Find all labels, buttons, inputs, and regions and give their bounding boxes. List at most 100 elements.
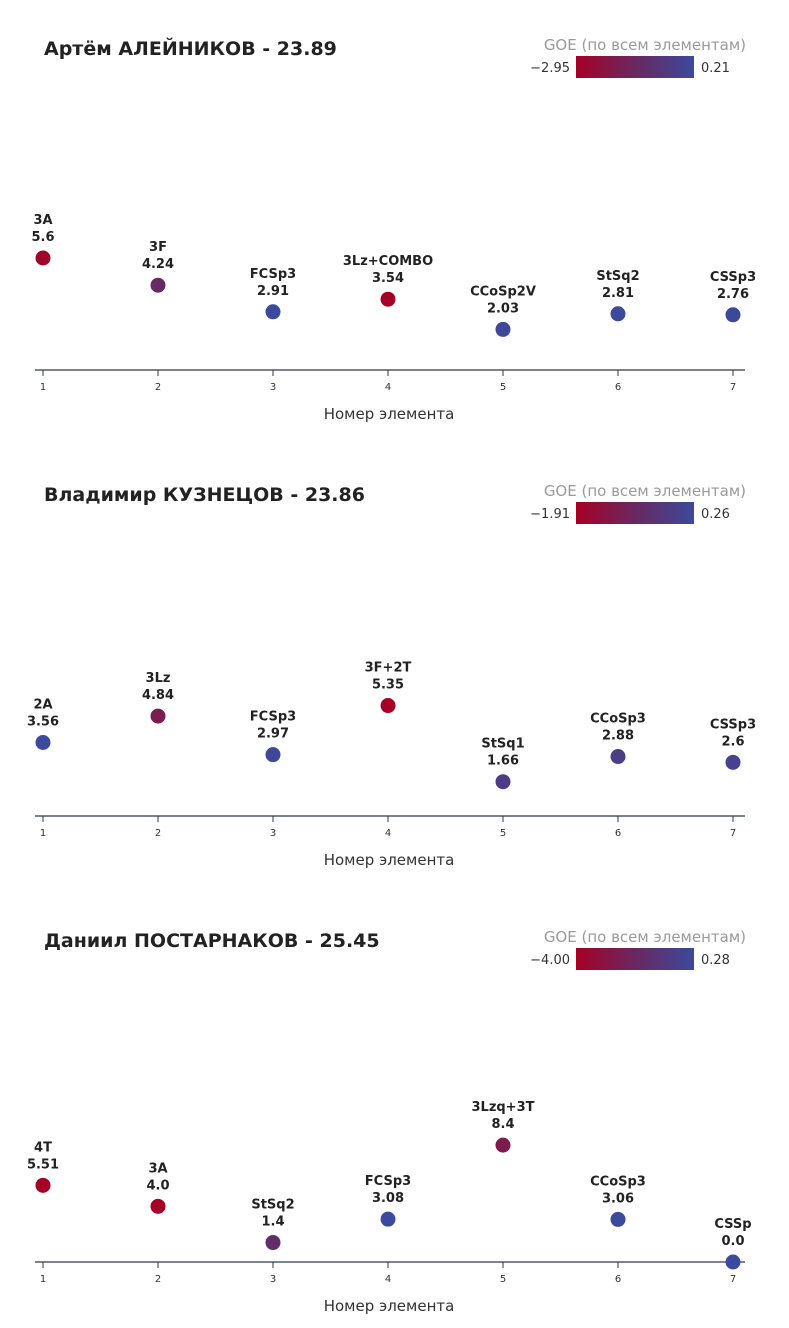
point-value-label: 2.6 xyxy=(721,734,744,749)
legend-min-label: −2.95 xyxy=(530,61,570,76)
data-point-4 xyxy=(380,698,396,714)
point-value-label: 4.0 xyxy=(146,1178,169,1193)
data-point-7 xyxy=(725,754,741,770)
x-tick-label: 2 xyxy=(155,828,161,839)
data-point-7 xyxy=(725,307,741,323)
point-value-label: 8.4 xyxy=(491,1117,514,1132)
x-tick-label: 1 xyxy=(40,1274,46,1285)
point-element-label: 3Lz xyxy=(146,671,171,686)
point-value-label: 4.24 xyxy=(142,257,174,272)
data-point-2 xyxy=(150,277,166,293)
data-point-5 xyxy=(495,774,511,790)
data-point-6 xyxy=(610,1211,626,1227)
point-value-label: 3.08 xyxy=(372,1191,404,1206)
point-element-label: StSq2 xyxy=(596,269,639,284)
legend-color-bar xyxy=(576,948,694,970)
x-tick-label: 5 xyxy=(500,1274,506,1285)
x-tick-label: 6 xyxy=(615,1274,621,1285)
data-point-3 xyxy=(265,1235,281,1251)
x-tick-label: 7 xyxy=(730,828,736,839)
x-tick-label: 7 xyxy=(730,382,736,393)
point-value-label: 3.54 xyxy=(372,271,404,286)
data-point-1 xyxy=(35,1177,51,1193)
point-element-label: 4T xyxy=(34,1140,52,1155)
x-tick-label: 5 xyxy=(500,382,506,393)
point-element-label: StSq2 xyxy=(251,1198,294,1213)
data-point-4 xyxy=(380,1211,396,1227)
point-element-label: 3Lzq+3T xyxy=(471,1100,534,1115)
chart-panel-3: Даниил ПОСТАРНАКОВ - 25.45 GOE (по всем э… xyxy=(27,928,752,1315)
x-tick-label: 6 xyxy=(615,828,621,839)
chart-panel-1: Артём АЛЕЙНИКОВ - 23.89 GOE (по всем элем… xyxy=(31,36,756,423)
x-tick-label: 4 xyxy=(385,1274,391,1285)
point-value-label: 4.84 xyxy=(142,688,174,703)
data-point-7 xyxy=(725,1254,741,1270)
x-tick-label: 1 xyxy=(40,828,46,839)
point-element-label: CSSp xyxy=(714,1217,751,1232)
point-element-label: 3A xyxy=(148,1161,167,1176)
point-element-label: CCoSp3 xyxy=(590,712,646,727)
point-element-label: FCSp3 xyxy=(250,267,296,282)
x-tick-label: 3 xyxy=(270,1274,276,1285)
legend-max-label: 0.28 xyxy=(701,953,730,968)
data-point-2 xyxy=(150,708,166,724)
point-element-label: FCSp3 xyxy=(250,710,296,725)
point-value-label: 1.4 xyxy=(261,1215,284,1230)
data-point-3 xyxy=(265,304,281,320)
legend-color-bar xyxy=(576,56,694,78)
point-element-label: 3A xyxy=(33,213,52,228)
point-element-label: CCoSp3 xyxy=(590,1174,646,1189)
point-element-label: 3F+2T xyxy=(365,661,412,676)
point-element-label: CCoSp2V xyxy=(470,284,536,299)
chart-panel-2: Владимир КУЗНЕЦОВ - 23.86 GOE (по всем эл… xyxy=(27,482,756,869)
legend-max-label: 0.21 xyxy=(701,61,730,76)
x-axis-label: Номер элемента xyxy=(324,405,455,423)
chart-title: Даниил ПОСТАРНАКОВ - 25.45 xyxy=(44,930,380,952)
point-value-label: 2.88 xyxy=(602,729,634,744)
data-point-1 xyxy=(35,250,51,266)
data-point-4 xyxy=(380,291,396,307)
data-point-5 xyxy=(495,1137,511,1153)
point-element-label: 2A xyxy=(33,698,52,713)
point-value-label: 2.03 xyxy=(487,301,519,316)
x-tick-label: 2 xyxy=(155,1274,161,1285)
point-element-label: 3F xyxy=(149,240,167,255)
point-value-label: 1.66 xyxy=(487,754,519,769)
point-element-label: 3Lz+COMBO xyxy=(343,254,433,269)
point-value-label: 5.51 xyxy=(27,1157,59,1172)
point-element-label: CSSp3 xyxy=(710,270,756,285)
data-point-6 xyxy=(610,749,626,765)
x-tick-label: 1 xyxy=(40,382,46,393)
x-tick-label: 6 xyxy=(615,382,621,393)
x-tick-label: 2 xyxy=(155,382,161,393)
point-value-label: 3.56 xyxy=(27,715,59,730)
data-point-1 xyxy=(35,735,51,751)
point-element-label: FCSp3 xyxy=(365,1174,411,1189)
data-point-6 xyxy=(610,306,626,322)
data-point-3 xyxy=(265,747,281,763)
point-value-label: 2.91 xyxy=(257,284,289,299)
chart-title: Владимир КУЗНЕЦОВ - 23.86 xyxy=(44,484,365,506)
x-axis-label: Номер элемента xyxy=(324,851,455,869)
legend-color-bar xyxy=(576,502,694,524)
chart-title: Артём АЛЕЙНИКОВ - 23.89 xyxy=(44,37,337,60)
legend-title: GOE (по всем элементам) xyxy=(544,928,746,946)
point-element-label: CSSp3 xyxy=(710,717,756,732)
x-axis-label: Номер элемента xyxy=(324,1297,455,1315)
point-value-label: 5.6 xyxy=(31,230,54,245)
legend-max-label: 0.26 xyxy=(701,507,730,522)
x-tick-label: 3 xyxy=(270,382,276,393)
point-value-label: 2.97 xyxy=(257,727,289,742)
data-point-5 xyxy=(495,321,511,337)
x-tick-label: 4 xyxy=(385,828,391,839)
legend-title: GOE (по всем элементам) xyxy=(544,36,746,54)
point-element-label: StSq1 xyxy=(481,737,524,752)
point-value-label: 0.0 xyxy=(721,1234,744,1249)
x-tick-label: 3 xyxy=(270,828,276,839)
point-value-label: 2.81 xyxy=(602,286,634,301)
legend-min-label: −4.00 xyxy=(530,953,570,968)
point-value-label: 3.06 xyxy=(602,1191,634,1206)
point-value-label: 5.35 xyxy=(372,678,404,693)
x-tick-label: 5 xyxy=(500,828,506,839)
